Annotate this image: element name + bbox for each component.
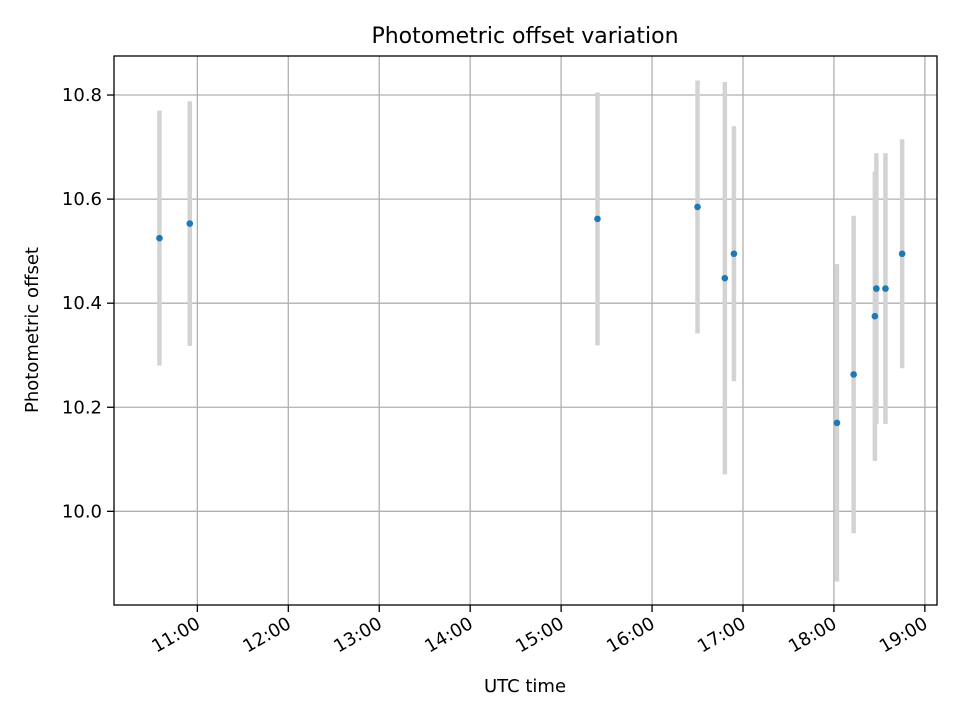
plot-frame — [113, 55, 938, 606]
data-point — [898, 250, 906, 258]
data-point — [594, 215, 601, 223]
y-tick-label: 10.8 — [62, 85, 102, 106]
x-axis-ticks: 11:00 12:00 13:00 14:00 15:00 16:00 17:00 18:00… — [148, 605, 931, 657]
data-point — [873, 285, 880, 292]
data-point — [156, 234, 163, 242]
x-tick-label: 12:00 — [239, 613, 294, 657]
x-tick-label: 19:00 — [876, 613, 931, 657]
x-axis-label: UTC time — [484, 676, 566, 697]
x-tick-label: 14:00 — [421, 613, 476, 657]
error-bars — [157, 80, 905, 582]
y-tick-label: 10.0 — [62, 501, 102, 522]
x-tick-label: 11:00 — [148, 613, 203, 657]
data-point — [186, 220, 194, 227]
data-points — [156, 203, 906, 427]
data-point — [833, 419, 841, 427]
data-point — [850, 371, 857, 378]
y-tick-label: 10.6 — [62, 189, 102, 210]
data-point — [730, 250, 738, 258]
data-point — [694, 203, 701, 211]
x-tick-label: 13:00 — [330, 613, 385, 657]
x-tick-label: 17:00 — [694, 613, 749, 657]
data-point — [721, 274, 729, 282]
y-tick-label: 10.4 — [62, 293, 102, 314]
data-point — [871, 312, 879, 320]
x-tick-label: 16:00 — [603, 613, 658, 657]
grid-lines — [114, 56, 937, 605]
data-point — [882, 285, 889, 292]
x-tick-label: 18:00 — [785, 613, 840, 657]
y-axis-label: Photometric offset — [22, 247, 43, 413]
y-axis-ticks: 10.0 10.2 10.4 10.6 10.8 — [62, 85, 114, 522]
chart-title: Photometric offset variation — [371, 24, 678, 49]
y-tick-label: 10.2 — [62, 397, 102, 418]
x-tick-label: 15:00 — [512, 613, 567, 657]
